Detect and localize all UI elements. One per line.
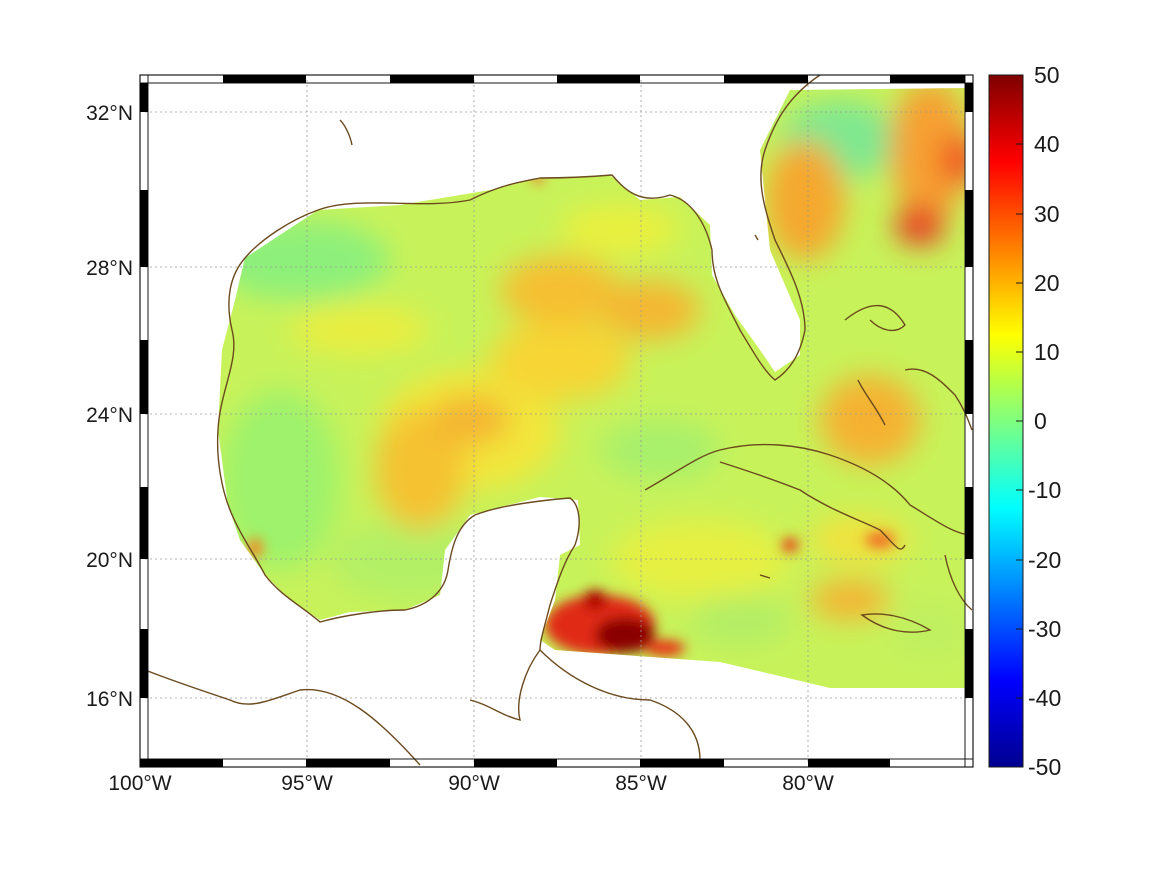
lat-tick-label: 32°N — [86, 102, 133, 125]
colorbar-tick-label: -50 — [1028, 754, 1061, 780]
lon-tick-label: 90°W — [448, 772, 500, 795]
colorbar-tick-label: -20 — [1028, 547, 1061, 573]
colorbar-tick-label: -10 — [1028, 477, 1061, 503]
colorbar: 50 40 30 20 10 0 -10 -20 -30 -40 -50 — [988, 62, 1061, 780]
lat-tick-label: 28°N — [86, 257, 133, 280]
colorbar-tick-label: -40 — [1028, 685, 1061, 711]
lon-tick-label: 95°W — [281, 772, 333, 795]
colorbar-tick-label: 30 — [1034, 201, 1060, 227]
lat-tick-label: 20°N — [86, 549, 133, 572]
data-field — [218, 88, 965, 688]
colorbar-tick-label: -30 — [1028, 616, 1061, 642]
colorbar-tick-label: 0 — [1034, 408, 1047, 434]
grid-lines — [145, 80, 968, 762]
colorbar-tick-label: 20 — [1034, 270, 1060, 296]
lat-tick-label: 16°N — [86, 688, 133, 711]
colorbar-tick-label: 10 — [1034, 339, 1060, 365]
lat-tick-label: 24°N — [86, 404, 133, 427]
map-frame — [139, 74, 974, 768]
lon-tick-label: 100°W — [108, 772, 171, 795]
coastlines — [139, 74, 973, 766]
lon-tick-labels: 100°W 95°W 90°W 85°W 80°W — [108, 772, 834, 795]
colorbar-tick-label: 40 — [1034, 131, 1060, 157]
lon-tick-label: 85°W — [615, 772, 667, 795]
colorbar-tick-label: 50 — [1034, 62, 1060, 88]
lon-tick-label: 80°W — [782, 772, 834, 795]
lat-tick-labels: 32°N 28°N 24°N 20°N 16°N — [86, 102, 133, 711]
